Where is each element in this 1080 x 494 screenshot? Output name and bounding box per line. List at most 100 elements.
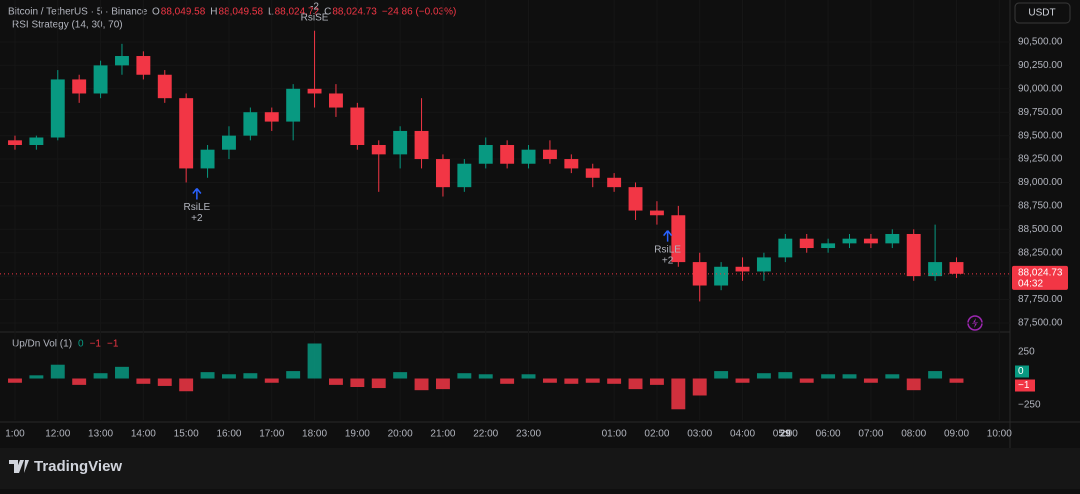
candle-body [500, 145, 515, 164]
candle-body [649, 210, 664, 216]
candle-body [521, 149, 536, 164]
volume-bar [628, 378, 643, 390]
candle-body [821, 243, 836, 249]
x-tick-label: 19:00 [345, 429, 370, 440]
volume-bar [671, 378, 686, 410]
candle-body [607, 177, 622, 188]
volume-bar [756, 373, 771, 379]
volume-bar [478, 374, 493, 379]
candle-body [842, 238, 857, 244]
candle-body [799, 238, 814, 249]
y-tick-label: 89,000.00 [1018, 177, 1063, 188]
candle-body [949, 262, 964, 274]
candle-body [200, 149, 215, 169]
signal-name: RsiLE [654, 244, 681, 255]
x-tick-label: 01:00 [602, 429, 627, 440]
x-tick-label: 07:00 [858, 429, 883, 440]
currency-button[interactable] [1014, 2, 1071, 24]
x-tick-label: 10:00 [987, 429, 1012, 440]
ohlc-value: 88,024.72 [275, 7, 320, 18]
ohlc-value: 88,049.58 [161, 7, 206, 18]
y-tick-label: 90,500.00 [1018, 37, 1063, 48]
y-tick-label: 88,500.00 [1018, 224, 1063, 235]
candle-body [93, 65, 108, 94]
x-tick-label: 04:00 [730, 429, 755, 440]
candle-body [286, 88, 301, 122]
candle-body [435, 159, 450, 188]
footer-logo [9, 460, 29, 473]
candle-body [692, 262, 707, 286]
candle-body [457, 163, 472, 188]
volume-last-label: 0 [1018, 366, 1024, 377]
volume-title: Up/Dn Vol (1) [12, 339, 72, 350]
volume-bar [72, 378, 87, 385]
candle-body [671, 215, 686, 263]
candle-body [222, 135, 236, 150]
candle-body [714, 266, 729, 286]
volume-bar [863, 378, 878, 383]
last-price-box [1012, 265, 1068, 290]
volume-bar [50, 364, 65, 379]
signal-arrow [192, 188, 202, 200]
logo-mark [9, 460, 29, 473]
x-tick-label: 20:00 [388, 429, 413, 440]
volume-tick-label: 250 [1018, 347, 1035, 358]
y-tick-label: 88,750.00 [1018, 201, 1063, 212]
volume-bar [692, 378, 707, 396]
candle-body [29, 137, 44, 146]
x-tick-label: 06:00 [816, 429, 841, 440]
x-tick-label: 22:00 [473, 429, 498, 440]
volume-bar [8, 378, 22, 383]
candle-body [350, 107, 365, 146]
volume-bar [350, 378, 365, 387]
volume-bar [821, 374, 836, 379]
volume-bar [542, 378, 557, 383]
y-tick-label: 87,500.00 [1018, 318, 1063, 329]
volume-bar [264, 378, 279, 383]
volume-last-box [1015, 365, 1029, 378]
candle-body [179, 98, 194, 169]
y-tick-label: 89,500.00 [1018, 130, 1063, 141]
volume-bar [93, 373, 108, 379]
candle-body [756, 257, 771, 272]
volume-bar [157, 378, 172, 386]
x-tick-label: 12:00 [45, 429, 70, 440]
last-price-label: 88,024.73 [1018, 267, 1063, 278]
countdown: 04:32 [1018, 278, 1043, 289]
change: −24.86 (−0.03%) [382, 7, 457, 18]
volume-bar [179, 378, 194, 392]
x-tick-label: 08:00 [901, 429, 926, 440]
volume-bar [649, 378, 664, 385]
volume-bar [928, 371, 943, 379]
ohlc-value: 88,049.58 [219, 7, 264, 18]
x-tick-label: 02:00 [644, 429, 669, 440]
candle-body [328, 93, 343, 108]
signal-qty: +2 [662, 255, 674, 266]
candle-body [906, 233, 921, 277]
volume-legend-value: −1 [107, 339, 119, 350]
ohlc-value: 88,024.73 [332, 7, 377, 18]
candle-body [863, 238, 878, 244]
x-tick-label: 23:00 [516, 429, 541, 440]
currency-label[interactable]: USDT [1028, 8, 1055, 19]
volume-bar [115, 366, 129, 379]
volume-legend-value: −1 [90, 339, 102, 350]
y-tick-label: 87,750.00 [1018, 294, 1063, 305]
volume-bar [457, 373, 472, 379]
volume-bar [799, 378, 814, 383]
volume-bar [521, 374, 536, 379]
signal-arrow [663, 230, 673, 242]
ohlc-key: O [152, 7, 160, 18]
volume-tick-label: −250 [1018, 400, 1041, 411]
candle-body [8, 140, 22, 146]
y-tick-label: 90,000.00 [1018, 83, 1063, 94]
volume-bar [243, 373, 258, 379]
candle-body [371, 145, 386, 155]
volume-bar [885, 374, 900, 379]
candle-body [50, 79, 65, 138]
x-tick-label: 29 [780, 429, 792, 440]
candle-body [72, 79, 87, 94]
candle-body [928, 262, 943, 277]
